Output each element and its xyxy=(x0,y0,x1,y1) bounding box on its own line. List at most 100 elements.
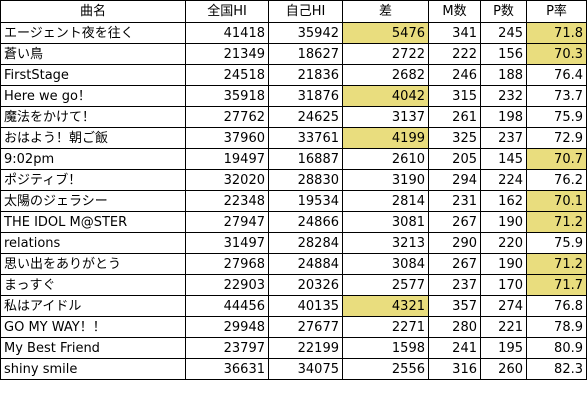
cell-national-high[interactable]: 41418 xyxy=(185,22,269,44)
cell-self-high[interactable]: 27677 xyxy=(268,316,343,338)
cell-p-rate[interactable]: 70.3 xyxy=(526,43,587,65)
header-song-name[interactable]: 曲名 xyxy=(0,0,186,23)
cell-difference[interactable]: 3084 xyxy=(342,253,429,275)
cell-m-count[interactable]: 222 xyxy=(428,43,481,65)
cell-national-high[interactable]: 19497 xyxy=(185,148,269,170)
cell-difference[interactable]: 3213 xyxy=(342,232,429,254)
cell-p-count[interactable]: 237 xyxy=(480,127,527,149)
cell-p-count[interactable]: 145 xyxy=(480,148,527,170)
cell-difference[interactable]: 3137 xyxy=(342,106,429,128)
cell-p-rate[interactable]: 70.7 xyxy=(526,148,587,170)
cell-difference[interactable]: 4199 xyxy=(342,127,429,149)
cell-national-high[interactable]: 27968 xyxy=(185,253,269,275)
cell-self-high[interactable]: 24866 xyxy=(268,211,343,233)
cell-p-rate[interactable]: 76.2 xyxy=(526,169,587,191)
cell-self-high[interactable]: 28830 xyxy=(268,169,343,191)
cell-song-name[interactable]: THE IDOL M@STER xyxy=(0,211,186,233)
cell-p-rate[interactable]: 71.7 xyxy=(526,274,587,296)
cell-p-count[interactable]: 170 xyxy=(480,274,527,296)
cell-song-name[interactable]: エージェント夜を往く xyxy=(0,22,186,44)
cell-national-high[interactable]: 21349 xyxy=(185,43,269,65)
cell-song-name[interactable]: GO MY WAY！！ xyxy=(0,316,186,338)
cell-song-name[interactable]: shiny smile xyxy=(0,358,186,380)
cell-song-name[interactable]: Here we go！ xyxy=(0,85,186,107)
cell-p-count[interactable]: 190 xyxy=(480,211,527,233)
cell-song-name[interactable]: My Best Friend xyxy=(0,337,186,359)
cell-m-count[interactable]: 205 xyxy=(428,148,481,170)
cell-p-rate[interactable]: 76.8 xyxy=(526,295,587,317)
cell-national-high[interactable]: 24518 xyxy=(185,64,269,86)
cell-national-high[interactable]: 27947 xyxy=(185,211,269,233)
cell-p-rate[interactable]: 75.9 xyxy=(526,106,587,128)
cell-m-count[interactable]: 315 xyxy=(428,85,481,107)
cell-self-high[interactable]: 18627 xyxy=(268,43,343,65)
cell-song-name[interactable]: 私はアイドル xyxy=(0,295,186,317)
cell-national-high[interactable]: 37960 xyxy=(185,127,269,149)
cell-difference[interactable]: 2814 xyxy=(342,190,429,212)
cell-song-name[interactable]: 魔法をかけて！ xyxy=(0,106,186,128)
cell-self-high[interactable]: 35942 xyxy=(268,22,343,44)
cell-m-count[interactable]: 341 xyxy=(428,22,481,44)
cell-difference[interactable]: 4321 xyxy=(342,295,429,317)
cell-national-high[interactable]: 22903 xyxy=(185,274,269,296)
cell-song-name[interactable]: relations xyxy=(0,232,186,254)
cell-m-count[interactable]: 267 xyxy=(428,253,481,275)
cell-national-high[interactable]: 31497 xyxy=(185,232,269,254)
cell-national-high[interactable]: 23797 xyxy=(185,337,269,359)
cell-m-count[interactable]: 280 xyxy=(428,316,481,338)
cell-p-count[interactable]: 220 xyxy=(480,232,527,254)
cell-difference[interactable]: 2682 xyxy=(342,64,429,86)
cell-song-name[interactable]: おはよう！朝ご飯 xyxy=(0,127,186,149)
cell-national-high[interactable]: 35918 xyxy=(185,85,269,107)
cell-m-count[interactable]: 357 xyxy=(428,295,481,317)
cell-p-count[interactable]: 221 xyxy=(480,316,527,338)
cell-self-high[interactable]: 24884 xyxy=(268,253,343,275)
cell-difference[interactable]: 2271 xyxy=(342,316,429,338)
header-p-count[interactable]: P数 xyxy=(480,0,527,23)
cell-difference[interactable]: 2556 xyxy=(342,358,429,380)
cell-self-high[interactable]: 22199 xyxy=(268,337,343,359)
cell-song-name[interactable]: ポジティブ！ xyxy=(0,169,186,191)
cell-p-count[interactable]: 190 xyxy=(480,253,527,275)
cell-difference[interactable]: 4042 xyxy=(342,85,429,107)
header-self-high[interactable]: 自己HI xyxy=(268,0,343,23)
cell-p-rate[interactable]: 76.4 xyxy=(526,64,587,86)
cell-difference[interactable]: 3081 xyxy=(342,211,429,233)
cell-m-count[interactable]: 267 xyxy=(428,211,481,233)
cell-self-high[interactable]: 34075 xyxy=(268,358,343,380)
cell-p-rate[interactable]: 80.9 xyxy=(526,337,587,359)
cell-p-count[interactable]: 260 xyxy=(480,358,527,380)
header-national-high[interactable]: 全国HI xyxy=(185,0,269,23)
cell-song-name[interactable]: まっすぐ xyxy=(0,274,186,296)
cell-p-count[interactable]: 195 xyxy=(480,337,527,359)
cell-p-count[interactable]: 198 xyxy=(480,106,527,128)
cell-difference[interactable]: 2610 xyxy=(342,148,429,170)
header-p-rate[interactable]: P率 xyxy=(526,0,587,23)
cell-p-rate[interactable]: 71.2 xyxy=(526,253,587,275)
cell-self-high[interactable]: 24625 xyxy=(268,106,343,128)
cell-self-high[interactable]: 21836 xyxy=(268,64,343,86)
cell-p-rate[interactable]: 70.1 xyxy=(526,190,587,212)
cell-p-rate[interactable]: 71.8 xyxy=(526,22,587,44)
cell-song-name[interactable]: 9:02pm xyxy=(0,148,186,170)
cell-national-high[interactable]: 27762 xyxy=(185,106,269,128)
cell-national-high[interactable]: 32020 xyxy=(185,169,269,191)
cell-m-count[interactable]: 261 xyxy=(428,106,481,128)
cell-m-count[interactable]: 290 xyxy=(428,232,481,254)
cell-p-rate[interactable]: 72.9 xyxy=(526,127,587,149)
cell-m-count[interactable]: 231 xyxy=(428,190,481,212)
cell-p-count[interactable]: 245 xyxy=(480,22,527,44)
cell-national-high[interactable]: 29948 xyxy=(185,316,269,338)
cell-p-count[interactable]: 224 xyxy=(480,169,527,191)
cell-self-high[interactable]: 31876 xyxy=(268,85,343,107)
cell-difference[interactable]: 5476 xyxy=(342,22,429,44)
cell-difference[interactable]: 2722 xyxy=(342,43,429,65)
cell-p-count[interactable]: 156 xyxy=(480,43,527,65)
cell-p-rate[interactable]: 82.3 xyxy=(526,358,587,380)
header-difference[interactable]: 差 xyxy=(342,0,429,23)
cell-p-rate[interactable]: 71.2 xyxy=(526,211,587,233)
cell-difference[interactable]: 1598 xyxy=(342,337,429,359)
cell-national-high[interactable]: 36631 xyxy=(185,358,269,380)
cell-self-high[interactable]: 20326 xyxy=(268,274,343,296)
cell-m-count[interactable]: 237 xyxy=(428,274,481,296)
